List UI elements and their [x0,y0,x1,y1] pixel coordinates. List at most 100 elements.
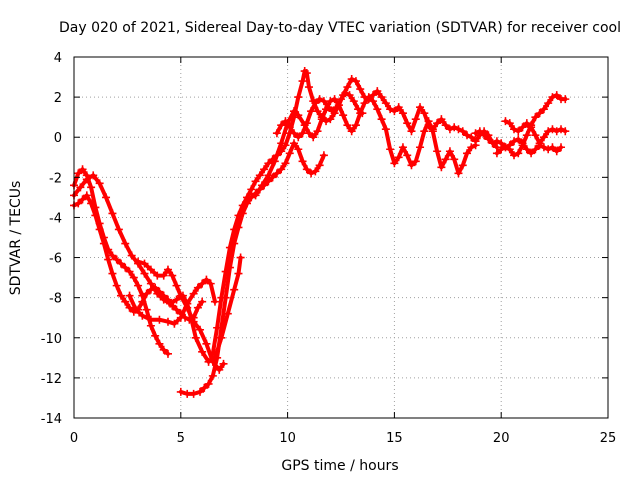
data-point [189,317,198,326]
chart-title: Day 020 of 2021, Sidereal Day-to-day VTE… [59,20,621,36]
data-point [213,323,222,332]
y-tick-label: -6 [49,252,62,267]
data-point [454,169,463,178]
data-point [313,127,322,136]
data-point [159,271,168,280]
data-point [403,151,412,160]
data-point [281,141,290,150]
data-point [151,331,160,340]
data-point [390,107,399,116]
data-point [349,97,358,106]
data-point [420,127,429,136]
data-point [219,359,228,368]
data-point [302,69,311,78]
data-point [557,143,566,152]
data-point [463,131,472,140]
data-layer [70,67,570,398]
data-point [281,159,290,168]
data-point [539,105,548,114]
data-point [200,383,209,392]
data-point [339,111,348,120]
data-point [102,193,111,202]
data-point [471,129,480,138]
data-point [225,243,234,252]
data-point [134,281,143,290]
data-point [163,317,172,326]
series-track-5 [134,257,228,374]
data-point [522,119,531,128]
data-point [196,325,205,334]
data-point [176,313,185,322]
data-point [497,145,506,154]
data-point [264,159,273,168]
data-point [140,269,149,278]
data-point [411,157,420,166]
plot-frame [73,56,609,419]
data-point [125,303,134,312]
data-point [552,147,561,156]
data-point [445,125,454,134]
data-point [236,253,245,262]
data-point [480,131,489,140]
data-point [196,387,205,396]
data-point [510,151,519,160]
data-point [407,161,416,170]
data-point [484,135,493,144]
data-point [198,279,207,288]
data-point [539,133,548,142]
data-point [428,127,437,136]
data-point [260,165,269,174]
data-point [437,115,446,124]
data-point [146,315,155,324]
data-point [142,289,151,298]
data-point [125,267,134,276]
data-point [317,115,326,124]
data-point [108,251,117,260]
data-point [290,107,299,116]
data-point [277,165,286,174]
data-point [294,133,303,142]
data-point [433,119,442,128]
data-point [514,135,523,144]
data-point [251,177,260,186]
data-point [458,127,467,136]
data-point [168,271,177,280]
data-point [238,201,247,210]
data-point [394,153,403,162]
data-point [166,299,175,308]
data-point [531,113,540,122]
data-point [518,123,527,132]
data-point [294,93,303,102]
series-trace [136,259,226,372]
data-point [215,365,224,374]
data-point [198,347,207,356]
ticks: 0 5 10 15 20 25 -14 -12 -10 -8 -6 -4 -2 0 2 4 [41,51,617,446]
data-point [347,127,356,136]
data-point [87,183,96,192]
data-point [467,143,476,152]
data-point [548,93,557,102]
data-point [531,145,540,154]
data-point [337,95,345,104]
data-point [535,139,544,148]
data-point [437,163,446,172]
data-point [243,193,252,202]
data-point [134,257,143,266]
data-point [255,171,264,180]
data-point [326,115,335,124]
data-point [531,131,540,140]
data-point [307,169,316,178]
data-point [204,379,213,388]
data-point [381,125,390,134]
data-point [322,117,331,126]
data-point [153,289,162,298]
data-point [146,265,155,274]
data-point [347,75,356,84]
data-point [445,147,454,156]
data-point [505,119,514,128]
y-tick-label: 4 [54,51,62,66]
data-point [527,121,536,130]
data-point [364,93,373,102]
data-point [377,93,386,102]
